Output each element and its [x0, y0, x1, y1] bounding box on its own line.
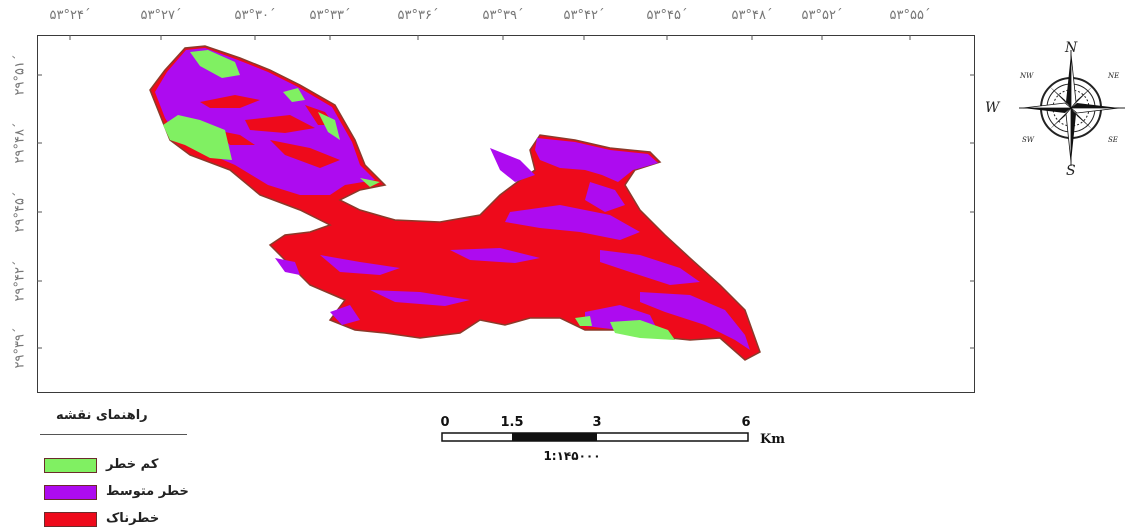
zone-moderate	[490, 148, 535, 182]
zone-high-risk-streak	[270, 140, 340, 168]
compass-sw-label: SW	[1022, 136, 1034, 144]
longitude-label: ۵۳°۴۲´	[563, 8, 605, 23]
zone-moderate-band	[450, 248, 540, 263]
scale-tick-label: 1.5	[500, 415, 524, 430]
compass-s-label: S	[1066, 163, 1076, 179]
longitude-label: ۵۳°۲۷´	[140, 8, 182, 23]
zone-moderate-band	[275, 258, 300, 275]
legend-title: راهنمای نقشه	[56, 408, 148, 423]
zone-high-risk-streak	[200, 95, 260, 108]
zone-moderate-band	[505, 205, 640, 240]
zone-low-risk	[283, 88, 305, 102]
zone-moderate-ne	[535, 138, 658, 182]
zone-low-risk	[575, 316, 592, 326]
legend-label-moderate: خطر متوسط	[106, 484, 189, 499]
map-frame	[37, 35, 975, 393]
legend-divider	[40, 434, 187, 435]
zone-moderate-band	[370, 290, 470, 306]
compass-nw-label: NW	[1020, 72, 1034, 80]
zone-low-risk	[360, 178, 380, 187]
longitude-label: ۵۳°۳۶´	[397, 8, 439, 23]
scale-ratio: 1:۱۴۵۰۰۰	[543, 449, 601, 463]
zone-high-risk-streak	[245, 115, 315, 133]
longitude-label: ۵۳°۳۳´	[309, 8, 351, 23]
zone-moderate	[585, 182, 625, 212]
legend-swatch-high	[44, 512, 97, 527]
zone-low-risk	[318, 112, 340, 140]
legend-swatch-moderate	[44, 485, 97, 500]
frame-ticks	[37, 35, 975, 349]
compass-se-label: SE	[1108, 136, 1118, 144]
zone-low-risk	[163, 115, 232, 160]
zone-moderate-band	[330, 305, 360, 325]
zone-moderate-band	[600, 250, 700, 285]
scale-tick-label: 6	[741, 415, 751, 430]
scale-tick-label: 3	[592, 415, 602, 430]
longitude-label: ۵۳°۵۲´	[801, 8, 843, 23]
legend-label-high: خطرناک	[106, 511, 160, 526]
zone-low-risk	[190, 50, 240, 78]
longitude-label: ۵۳°۴۸´	[731, 8, 773, 23]
compass-rose-icon	[1019, 50, 1125, 166]
zone-low-risk	[610, 320, 675, 340]
longitude-label: ۵۳°۳۰´	[234, 8, 276, 23]
longitude-label: ۵۳°۵۵´	[889, 8, 931, 23]
scale-tick-label: 0	[440, 415, 450, 430]
zone-moderate-band	[320, 255, 400, 275]
scale-unit: Km	[760, 432, 786, 447]
longitude-label: ۵۳°۳۹´	[482, 8, 524, 23]
legend-swatch-low	[44, 458, 97, 473]
compass-w-label: W	[985, 100, 1000, 116]
zone-moderate-band	[640, 292, 750, 350]
longitude-label: ۵۳°۲۴´	[49, 8, 91, 23]
legend-label-low: کم خطر	[106, 457, 159, 472]
longitude-label: ۵۳°۴۵´	[646, 8, 688, 23]
hazard-zones	[149, 45, 761, 361]
scale-bar-graphic	[441, 432, 749, 442]
compass-n-label: N	[1065, 40, 1078, 56]
compass-ne-label: NE	[1108, 72, 1120, 80]
